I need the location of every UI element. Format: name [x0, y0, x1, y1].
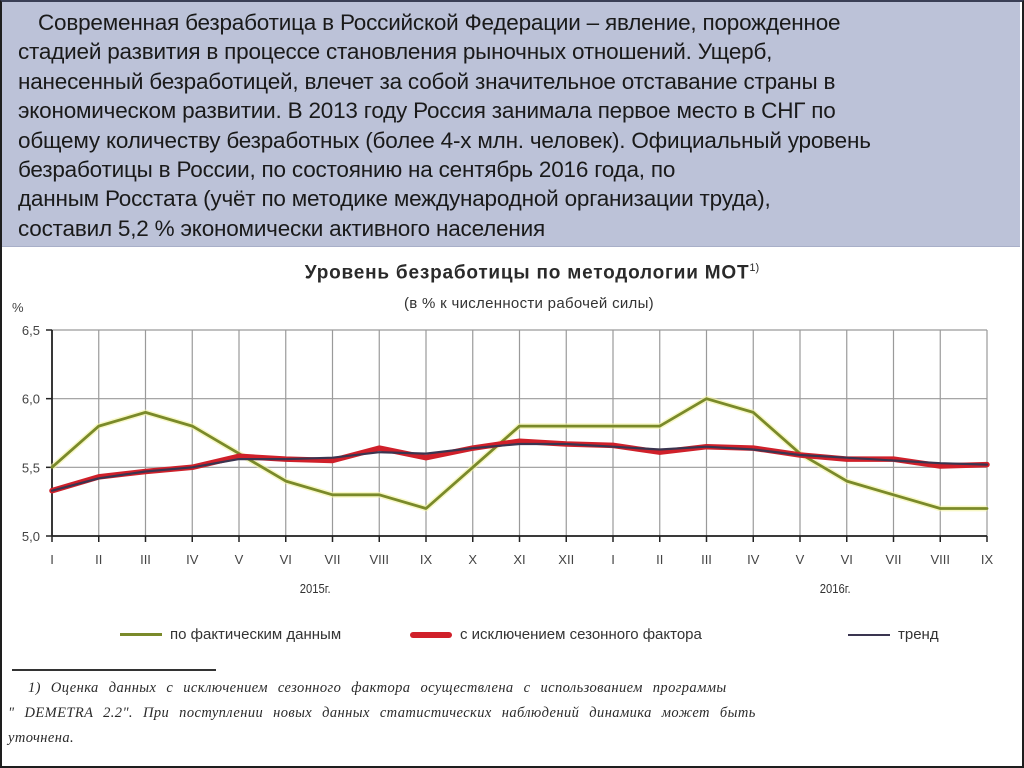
x-tick-label: I	[611, 552, 615, 567]
footnote: 1) Оценка данных с исключением сезонного…	[8, 676, 1008, 751]
x-tick-label: IX	[981, 552, 994, 567]
chart-axes	[46, 329, 988, 542]
chart-title: Уровень безработицы по методологии МОТ1)	[0, 262, 1024, 284]
series-line-0	[50, 397, 989, 510]
intro-line: данным Росстата (учёт по методике междун…	[18, 186, 771, 212]
year-label: 2015г.	[299, 582, 331, 596]
x-tick-label: IV	[186, 552, 199, 567]
x-tick-label: VII	[325, 552, 341, 567]
legend-item-seasonal: с исключением сезонного фактора	[410, 626, 702, 643]
intro-line: экономическом развитии. В 2013 году Росс…	[18, 98, 836, 124]
x-tick-label: II	[95, 552, 102, 567]
x-tick-label: IX	[420, 552, 433, 567]
y-tick-label: 5,0	[22, 529, 40, 544]
x-tick-label: II	[656, 552, 663, 567]
x-tick-label: X	[468, 552, 477, 567]
x-tick-label: XII	[558, 552, 574, 567]
x-tick-label: XI	[513, 552, 525, 567]
year-label: 2016г.	[819, 582, 851, 596]
chart-axis-labels: 5,05,56,06,5%I II III IV V VI VII VIII IX X XI XII I…	[12, 300, 993, 567]
chart-title-text: Уровень безработицы по методологии МОТ	[304, 262, 750, 284]
legend-label-trend: тренд	[898, 626, 939, 643]
y-tick-label: 5,5	[22, 460, 40, 475]
x-tick-label: VII	[886, 552, 902, 567]
legend-item-trend: тренд	[848, 626, 939, 643]
legend-swatch-actual	[120, 633, 162, 636]
line-chart: 5,05,56,06,5%I II III IV V VI VII VIII IX X XI XII I…	[12, 300, 993, 567]
y-tick-label: 6,5	[22, 323, 40, 338]
chart-subtitle: (в % к численности рабочей силы)	[404, 295, 654, 312]
intro-line: общему количеству безработных (более 4-х…	[18, 127, 871, 153]
legend-swatch-trend	[848, 633, 890, 636]
chart-grid	[52, 329, 988, 537]
x-tick-label: I	[50, 552, 54, 567]
intro-line: стадией развития в процессе становления …	[18, 39, 773, 65]
x-tick-label: IV	[747, 552, 760, 567]
intro-paragraph: Современная безработица в Российской Фед…	[18, 8, 1018, 243]
intro-line: составил 5,2 % экономически активного на…	[18, 215, 545, 241]
x-tick-label: VI	[841, 552, 853, 567]
chart-title-footnote-ref: 1)	[749, 262, 760, 274]
x-tick-label: III	[701, 552, 712, 567]
x-tick-label: V	[796, 552, 805, 567]
chart-series	[49, 395, 990, 512]
y-tick-label: 6,0	[22, 392, 40, 407]
series-line-2	[50, 442, 989, 492]
footnote-line: уточнена.	[8, 730, 74, 746]
footnote-line: 1) Оценка данных с исключением сезонного…	[28, 680, 727, 696]
footnote-line: " DEMETRA 2.2". При поступлении новых да…	[8, 705, 756, 721]
legend-swatch-seasonal	[410, 631, 452, 638]
intro-line: нанесенный безработицей, влечет за собой…	[18, 68, 836, 94]
x-tick-label: V	[235, 552, 244, 567]
x-tick-label: VIII	[930, 552, 950, 567]
intro-banner: Современная безработица в Российской Фед…	[2, 2, 1020, 247]
intro-line: Современная безработица в Российской Фед…	[38, 10, 841, 35]
y-axis-unit: %	[12, 300, 24, 315]
x-tick-label: III	[140, 552, 151, 567]
legend-label-actual: по фактическим данным	[170, 626, 342, 643]
legend-item-actual: по фактическим данным	[120, 626, 341, 643]
footnote-divider	[12, 669, 216, 671]
x-tick-label: VIII	[369, 552, 389, 567]
x-tick-label: VI	[280, 552, 292, 567]
intro-line: безработицы в России, по состоянию на се…	[18, 157, 676, 183]
legend-label-seasonal: с исключением сезонного фактора	[460, 626, 702, 643]
